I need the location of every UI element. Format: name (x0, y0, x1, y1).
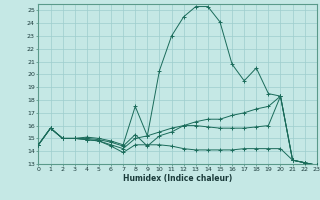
X-axis label: Humidex (Indice chaleur): Humidex (Indice chaleur) (123, 174, 232, 183)
